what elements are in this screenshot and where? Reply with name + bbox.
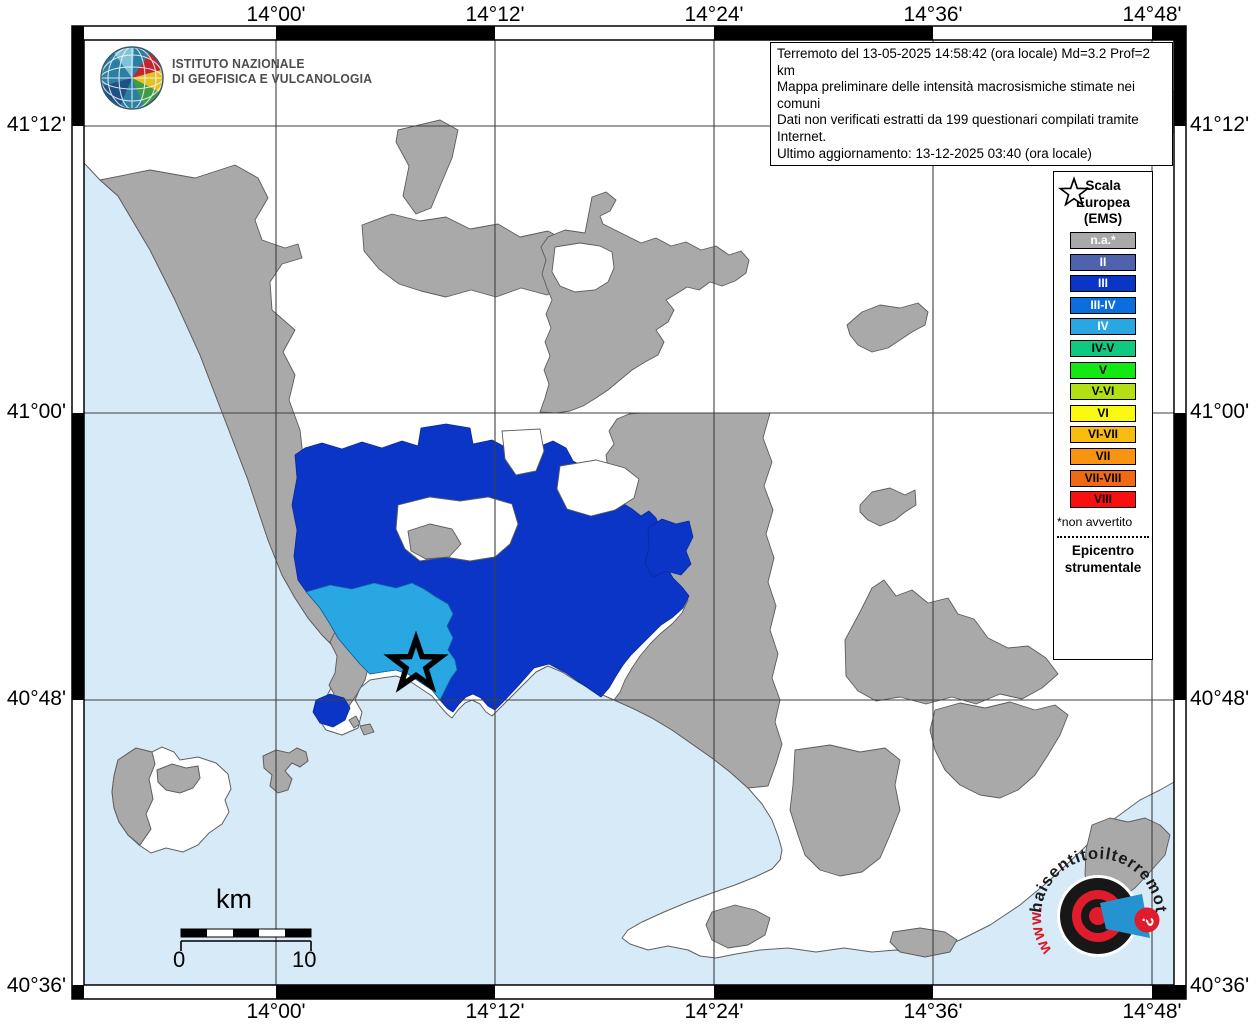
island-procida	[262, 747, 309, 794]
legend-item-viii: VIII	[1070, 491, 1136, 509]
legend-item-ii: II	[1070, 253, 1136, 271]
legend-title-line1: Scala	[1085, 178, 1121, 193]
lon-label-bottom-1412: 14°12'	[465, 1000, 525, 1023]
legend-title: Scala Europea (EMS)	[1054, 178, 1152, 228]
legend-epicenter-line2: strumentale	[1064, 559, 1142, 575]
map-frame	[71, 25, 1187, 1000]
lon-label-top-1412: 14°12'	[465, 3, 525, 26]
scale-bar	[180, 928, 312, 951]
white-holes-in-blue	[395, 428, 640, 562]
legend-item-vii-viii: VII-VIII	[1070, 469, 1136, 487]
lat-label-right-4048: 40°48'	[1190, 687, 1250, 710]
lon-label-bottom-1424: 14°24'	[684, 1000, 744, 1023]
watermark-tld: .it	[0, 0, 2, 4]
lat-label-right-4036: 40°36'	[1190, 974, 1250, 997]
logo-question-mark: ?	[1138, 914, 1157, 928]
lat-label-left-4036: 40°36'	[6, 974, 66, 997]
legend-item-vi-vii: VI-VII	[1070, 426, 1136, 444]
legend-item-iv: IV	[1070, 318, 1136, 336]
lat-label-right-4112: 41°12'	[1190, 113, 1250, 136]
lat-label-left-4112: 41°12'	[6, 113, 66, 136]
intensity-legend: Scala Europea (EMS) n.a.* II III III-IV …	[1053, 171, 1153, 660]
legend-item-v: V	[1070, 361, 1136, 379]
logo-question-badge	[1134, 907, 1160, 933]
epicenter-star-icon	[1058, 176, 1090, 207]
lat-label-left-4048: 40°48'	[6, 687, 66, 710]
legend-item-vi: VI	[1070, 404, 1136, 422]
lon-label-top-1400: 14°00'	[246, 3, 306, 26]
lat-label-right-4100: 41°00'	[1190, 400, 1250, 423]
lon-label-top-1424: 14°24'	[684, 3, 744, 26]
info-line-event: Terremoto del 13-05-2025 14:58:42 (ora l…	[777, 46, 1150, 78]
gray-blob-in-hole	[407, 523, 462, 560]
legend-item-iii-iv: III-IV	[1070, 296, 1136, 314]
info-line-data: Dati non verificati estratti da 199 ques…	[777, 112, 1139, 144]
ingv-globe-icon	[100, 46, 164, 110]
lon-label-bottom-1400: 14°00'	[246, 1000, 306, 1023]
legend-item-iv-v: IV-V	[1070, 340, 1136, 358]
lon-label-top-1448: 14°48'	[1122, 3, 1182, 26]
graticule-grid	[84, 40, 1174, 985]
legend-footnote: *non avvertito	[1057, 515, 1133, 530]
white-municipality-hole	[551, 242, 615, 293]
info-line-updated: Ultimo aggiornamento: 13-12-2025 03:40 (…	[777, 145, 1092, 161]
epicenter-star	[383, 630, 449, 693]
legend-epicenter-title: Epicentro strumentale	[1054, 543, 1152, 576]
scale-bar-start: 0	[173, 947, 186, 972]
lon-label-bottom-1448: 14°48'	[1122, 1000, 1182, 1023]
info-line-map: Mappa preliminare delle intensità macros…	[777, 79, 1135, 111]
legend-title-line3: (EMS)	[1083, 211, 1123, 226]
legend-divider	[1057, 536, 1149, 539]
legend-item-v-vi: V-VI	[1070, 383, 1136, 401]
lon-label-bottom-1436: 14°36'	[903, 1000, 963, 1023]
scale-bar-unit: km	[216, 884, 252, 914]
ingv-line2: DI GEOFISICA E VULCANOLOGIA	[172, 72, 373, 86]
legend-item-vii: VII	[1070, 448, 1136, 466]
legend-title-line2: Europea	[1075, 194, 1130, 210]
lon-label-top-1436: 14°36'	[903, 3, 963, 26]
ingv-wordmark: ISTITUTO NAZIONALE DI GEOFISICA E VULCAN…	[172, 57, 372, 87]
ingv-line1: ISTITUTO NAZIONALE	[172, 57, 305, 71]
legend-item-iii: III	[1070, 275, 1136, 293]
island-ischia	[111, 746, 232, 854]
scale-bar-end: 10	[292, 947, 317, 972]
region-intensity-iv	[305, 582, 458, 701]
earthquake-info-box: Terremoto del 13-05-2025 14:58:42 (ora l…	[770, 42, 1173, 167]
lat-label-left-4100: 41°00'	[6, 400, 66, 423]
legend-epicenter-line1: Epicentro	[1071, 543, 1135, 559]
legend-item-na: n.a.*	[1070, 232, 1136, 250]
